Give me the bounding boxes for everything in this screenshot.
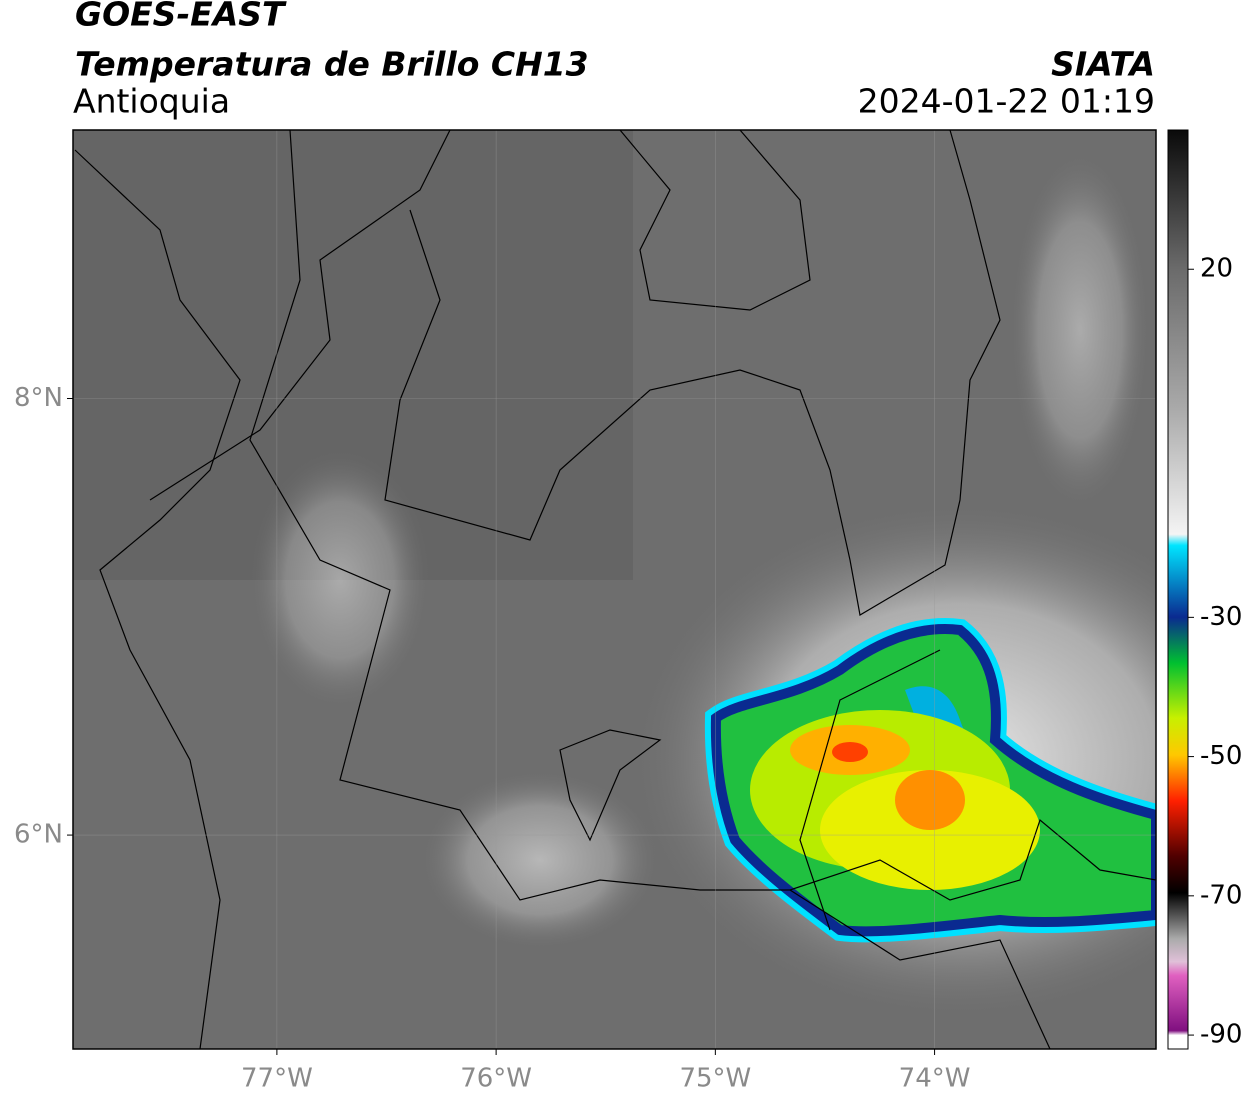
datetime: 2024-01-22 01:19: [858, 82, 1155, 121]
source: SIATA: [1051, 45, 1155, 84]
map-image: [73, 130, 1156, 1049]
colorbar-tick-label: -90: [1200, 1020, 1242, 1050]
grid: [73, 130, 1156, 1049]
colorbar-tick-label: -50: [1200, 741, 1242, 771]
y-tick-label: 8°N: [14, 383, 63, 413]
colorbar-tick-label: 20: [1200, 254, 1233, 284]
title: GOES-EAST: [75, 0, 287, 34]
region: Antioquia: [73, 82, 230, 121]
map-frame: [72, 129, 1157, 1050]
colorbar-tick-label: -70: [1200, 880, 1242, 910]
x-tick-label: 76°W: [460, 1064, 532, 1094]
y-tick-label: 6°N: [14, 820, 63, 850]
colorbar-tick-label: -30: [1200, 602, 1242, 632]
x-tick-label: 75°W: [679, 1064, 751, 1094]
x-tick-label: 74°W: [899, 1064, 971, 1094]
subtitle: Temperatura de Brillo CH13: [75, 45, 589, 84]
colorbar: [1167, 129, 1189, 1050]
x-tick-label: 77°W: [241, 1064, 313, 1094]
